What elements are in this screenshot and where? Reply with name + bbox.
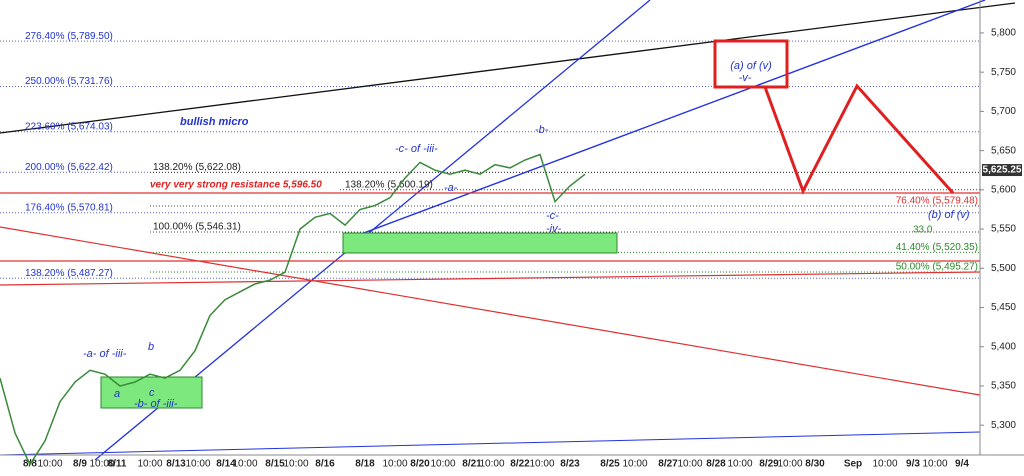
y-tick-label: 5,350 [991, 381, 1016, 392]
level-label: 138.20% (5,600.19) [345, 179, 433, 190]
annotation: -iv- [546, 223, 562, 235]
y-tick-label: 5,550 [991, 224, 1016, 235]
x-tick-label: 8/13 [166, 459, 186, 470]
x-tick-label: 8/27 [658, 459, 678, 470]
x-tick-label: 10:00 [922, 459, 947, 470]
annotation: (b) of (v) [928, 209, 970, 221]
x-tick-label: 8/28 [706, 459, 726, 470]
level-label: 250.00% (5,731.76) [25, 76, 113, 87]
x-tick-label: 8/22 [510, 459, 530, 470]
y-tick-label: 5,800 [991, 28, 1016, 39]
x-tick-label: 8/25 [600, 459, 620, 470]
level-label: 138.20% (5,487.27) [25, 268, 113, 279]
x-tick-label: 10:00 [89, 459, 114, 470]
trend-line [0, 271, 981, 286]
trend-line [0, 226, 981, 396]
x-tick-label: 10:00 [283, 459, 308, 470]
x-tick-label: 9/3 [906, 459, 920, 470]
annotation: b [148, 341, 154, 353]
y-tick-label: 5,450 [991, 302, 1016, 313]
price-line [0, 153, 586, 466]
annotation: -v- [739, 72, 752, 84]
target-box [713, 39, 789, 89]
last-price-label: 5,625.25 [983, 165, 1022, 176]
x-tick-label: 10:00 [727, 459, 752, 470]
x-tick-label: 8/23 [560, 459, 580, 470]
x-tick-label: 8/20 [410, 459, 430, 470]
x-tick-label: 10:00 [677, 459, 702, 470]
level-label: 100.00% (5,546.31) [153, 222, 241, 233]
x-tick-label: Sep [844, 459, 862, 470]
x-tick-label: 10:00 [622, 459, 647, 470]
level-label: 138.20% (5,622.08) [153, 162, 241, 173]
annotation: a [114, 388, 120, 400]
x-tick-label: 10:00 [430, 459, 455, 470]
x-tick-label: 9/4 [955, 459, 969, 470]
x-tick-label: 10:00 [777, 459, 802, 470]
level-label: 41.40% (5,520.35) [896, 242, 978, 253]
x-tick-label: 8/9 [73, 459, 87, 470]
x-tick-label: 8/21 [462, 459, 482, 470]
x-tick-label: 10:00 [529, 459, 554, 470]
level-label: 176.40% (5,570.81) [25, 202, 113, 213]
y-tick-label: 5,750 [991, 67, 1016, 78]
y-tick-label: 5,300 [991, 420, 1016, 431]
x-tick-label: 8/30 [805, 459, 825, 470]
level-label: 50.00% (5,495.27) [896, 262, 978, 273]
x-tick-label: 10:00 [872, 459, 897, 470]
x-tick-label: 10:00 [185, 459, 210, 470]
y-tick-label: 5,600 [991, 184, 1016, 195]
annotation: -b- of -iii- [134, 398, 178, 410]
x-tick-label: 10:00 [382, 459, 407, 470]
x-tick-label: 10:00 [137, 459, 162, 470]
y-tick-label: 5,700 [991, 106, 1016, 117]
x-tick-label: 10:00 [37, 459, 62, 470]
annotation: -c- of -iii- [395, 143, 438, 155]
projection-path [763, 83, 955, 195]
x-tick-label: 8/11 [108, 459, 127, 470]
level-label: 223.60% (5,674.03) [25, 121, 113, 132]
level-label: 76.40% (5,579.48) [896, 196, 978, 207]
trend-line [0, 2, 1016, 134]
y-tick-label: 5,400 [991, 341, 1016, 352]
y-tick-label: 5,650 [991, 145, 1016, 156]
last-price-box [982, 164, 1022, 177]
x-tick-label: 8/15 [265, 459, 285, 470]
annotation: very very strong resistance 5,596.50 [150, 180, 322, 191]
annotation: (a) of (v) [730, 60, 772, 72]
x-tick-label: 8/18 [355, 459, 375, 470]
support-box [100, 376, 203, 409]
x-tick-label: 10:00 [232, 459, 257, 470]
annotation: -a- of -iii- [83, 348, 127, 360]
annotation: bullish micro [180, 116, 249, 128]
trend-line [0, 431, 981, 456]
level-label: 200.00% (5,622.42) [25, 162, 113, 173]
annotation: -c- [546, 210, 559, 222]
trend-line [344, 0, 986, 241]
level-label: 276.40% (5,789.50) [25, 31, 113, 42]
annotation: -b- [535, 124, 549, 136]
annotation: -a- [444, 182, 458, 194]
x-tick-label: 10:00 [479, 459, 504, 470]
y-tick-label: 5,500 [991, 263, 1016, 274]
annotation: c [149, 387, 155, 399]
x-tick-label: 8/29 [759, 459, 779, 470]
annotation: 33.0 [913, 225, 933, 236]
x-tick-label: 8/16 [315, 459, 335, 470]
x-tick-label: 8/14 [216, 459, 236, 470]
support-box [342, 232, 618, 254]
